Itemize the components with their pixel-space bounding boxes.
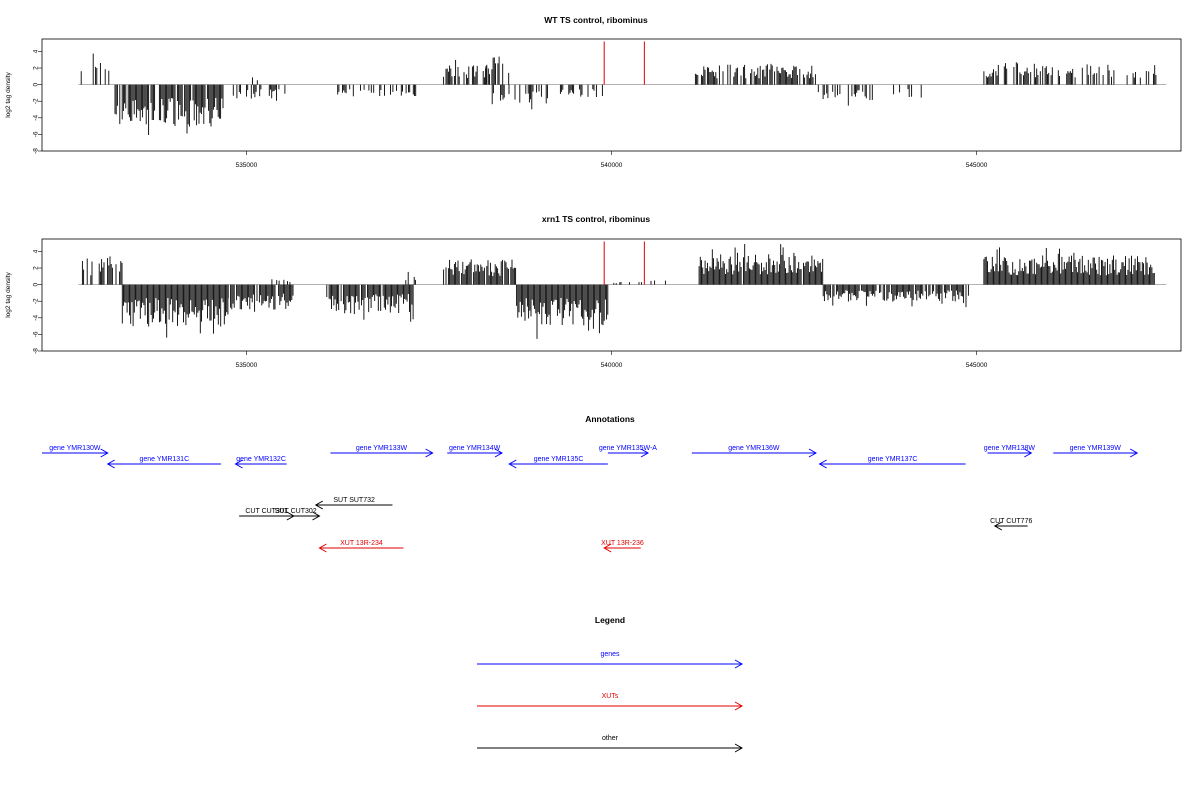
x-tick-label: 540000: [601, 362, 623, 369]
wt-y-axis-label: log2 tag density: [5, 71, 12, 117]
annotation-label: SUT SUT732: [333, 497, 375, 504]
annotation-label: gene YMR137C: [868, 456, 918, 463]
x-tick-label: 540000: [601, 162, 623, 169]
y-tick-label: -8: [33, 148, 40, 154]
annotation-feature: gene YMR137C: [818, 456, 966, 469]
annotation-arrow-head: [234, 459, 243, 469]
annotation-label: CUT CUT301: [245, 508, 287, 515]
legend-label: XUTs: [602, 693, 619, 700]
annotation-feature: XUT 13R-236: [601, 540, 644, 553]
y-tick-label: 2: [33, 266, 40, 270]
annotation-arrow-head: [993, 521, 1003, 531]
xrn1-axes: 4 2 0 -2 -4 -6 -8 535000 540000 545000: [33, 238, 1182, 369]
xrn1-y-axis-label: log2 tag density: [5, 271, 12, 317]
annotation-feature: CUT CUT776: [990, 518, 1032, 531]
annotation-label: SUT CUT302: [275, 508, 317, 515]
y-tick-label: 0: [33, 82, 40, 86]
annotation-label: gene YMR136W: [728, 445, 780, 452]
xrn1-density-bars: [78, 241, 1167, 339]
x-tick-label: 535000: [236, 162, 258, 169]
legend-label: other: [602, 735, 619, 742]
legend-entry: other: [477, 735, 744, 753]
y-tick-label: -4: [33, 315, 40, 321]
wt-density-panel: WT TS control, ribominus log2 tag densit…: [5, 15, 1182, 169]
annotation-label: gene YMR135C: [534, 456, 584, 463]
annotation-feature: gene YMR133W: [330, 445, 434, 458]
annotation-feature: gene YMR131C: [106, 456, 221, 469]
annotation-label: gene YMR139W: [1070, 445, 1122, 452]
annotation-feature: gene YMR132C: [234, 456, 287, 469]
annotation-arrow-head: [318, 543, 327, 553]
legend: Legend genes XUTs other: [477, 615, 744, 753]
legend-entry: genes: [477, 651, 744, 669]
annotation-arrow-head: [1129, 448, 1139, 458]
legend-entry: XUTs: [477, 693, 744, 711]
x-tick-label: 545000: [966, 362, 988, 369]
xrn1-density-panel: xrn1 TS control, ribominus log2 tag dens…: [5, 214, 1182, 369]
legend-arrow-head: [734, 659, 744, 669]
y-tick-label: -2: [33, 98, 40, 104]
annotation-label: gene YMR132C: [236, 456, 286, 463]
legend-items: genes XUTs other: [477, 651, 744, 753]
annotation-feature: SUT SUT732: [314, 497, 393, 510]
annotation-label: gene YMR134W: [449, 445, 501, 452]
annotation-label: XUT 13R-236: [601, 540, 644, 547]
y-tick-label: 2: [33, 66, 40, 70]
y-tick-label: 0: [33, 282, 40, 286]
y-tick-label: 4: [33, 49, 40, 53]
y-tick-label: -6: [33, 331, 40, 337]
annotation-feature: gene YMR130W: [42, 445, 109, 458]
y-tick-label: -6: [33, 131, 40, 137]
annotation-arrow-head: [314, 500, 324, 510]
annotation-arrow-head: [808, 448, 817, 458]
annotation-feature: gene YMR139W: [1053, 445, 1139, 458]
annotation-items: gene YMR130W gene YMR131C gene YMR132C gene…: [42, 445, 1139, 553]
annotation-feature: gene YMR138W: [984, 445, 1036, 458]
wt-density-bars: [78, 41, 1167, 135]
wt-axes: 4 2 0 -2 -4 -6 -8 535000 540000 545000: [33, 38, 1182, 169]
annotation-feature: gene YMR135W-A: [599, 445, 657, 458]
legend-title: Legend: [595, 615, 625, 625]
annotation-arrow-head: [508, 459, 517, 469]
annotation-feature: gene YMR134W: [447, 445, 503, 458]
y-tick-label: 4: [33, 249, 40, 253]
annotation-label: CUT CUT776: [990, 518, 1032, 525]
annotation-label: gene YMR131C: [139, 456, 189, 463]
plot-frame: [41, 38, 1182, 152]
annotation-arrow-head: [818, 459, 827, 469]
annotation-feature: SUT CUT302: [271, 508, 321, 521]
y-tick-label: -4: [33, 115, 40, 121]
wt-panel-title: WT TS control, ribominus: [544, 15, 648, 25]
annotation-arrow-head: [1024, 448, 1033, 458]
y-tick-label: -8: [33, 348, 40, 354]
annotation-arrow-head: [312, 511, 321, 521]
legend-label: genes: [600, 651, 620, 658]
annotation-label: gene YMR138W: [984, 445, 1036, 452]
annotation-label: gene YMR133W: [356, 445, 408, 452]
annotations-title: Annotations: [585, 414, 635, 424]
annotation-arrow-head: [603, 543, 612, 553]
annotation-label: XUT 13R-234: [340, 540, 383, 547]
annotation-feature: gene YMR135C: [508, 456, 608, 469]
annotation-label: gene YMR135W-A: [599, 445, 657, 452]
y-tick-label: -2: [33, 298, 40, 304]
annotation-arrow-head: [425, 448, 434, 458]
annotation-arrow-head: [100, 448, 109, 458]
xrn1-panel-title: xrn1 TS control, ribominus: [542, 214, 650, 224]
legend-arrow-head: [734, 701, 744, 711]
annotation-arrow-head: [494, 448, 503, 458]
annotation-arrow-head: [106, 459, 115, 469]
annotation-feature: gene YMR136W: [691, 445, 817, 458]
annotation-feature: XUT 13R-234: [318, 540, 404, 553]
legend-arrow-head: [734, 743, 744, 753]
annotation-arrow-head: [640, 448, 650, 458]
x-tick-label: 545000: [966, 162, 988, 169]
annotation-label: gene YMR130W: [49, 445, 101, 452]
plot-frame: [41, 238, 1182, 352]
x-tick-label: 535000: [236, 362, 258, 369]
